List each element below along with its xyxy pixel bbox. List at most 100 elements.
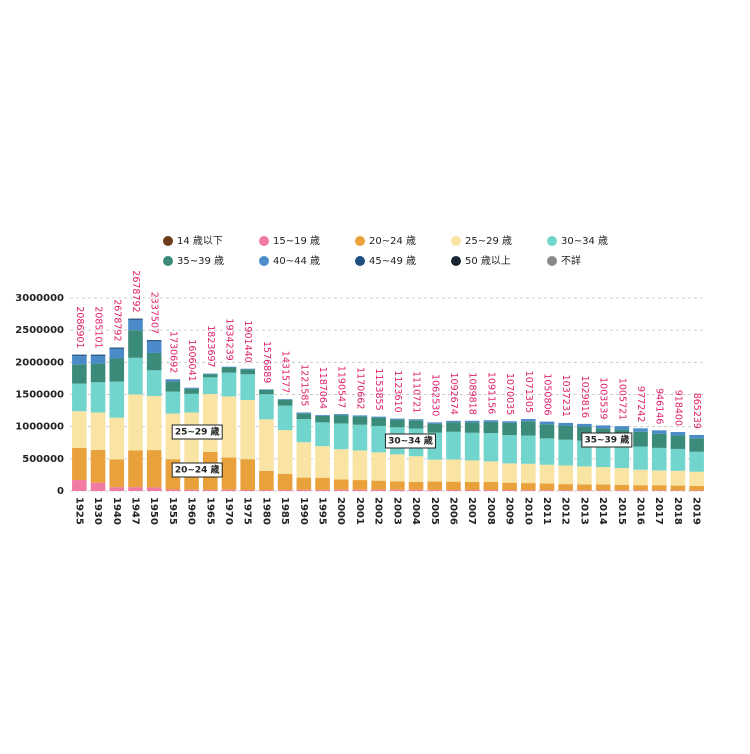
bar-segment	[502, 435, 517, 463]
bar-segment	[315, 422, 330, 446]
bar-segment	[390, 490, 405, 491]
bar-segment	[259, 394, 274, 419]
bar-segment	[465, 422, 480, 433]
bar-segment	[91, 364, 106, 383]
x-tick-label: 1980	[260, 497, 271, 525]
total-label: 1092674	[448, 372, 459, 414]
bar-segment	[259, 419, 274, 470]
x-tick-label: 1950	[148, 497, 159, 525]
bar-segment	[315, 446, 330, 478]
bar-segment	[297, 478, 312, 490]
bar-segment	[446, 459, 461, 481]
legend-label: 20~24 歳	[369, 235, 416, 247]
bar-segment	[390, 419, 405, 420]
bar-segment	[689, 486, 704, 491]
legend-swatch	[355, 256, 365, 266]
total-label: 1050806	[542, 373, 553, 415]
bar-segment	[353, 425, 368, 451]
legend-label: 35~39 歳	[177, 255, 224, 267]
bar-segment	[390, 420, 405, 428]
total-label: 1823697	[205, 325, 216, 367]
bar-segment	[147, 341, 162, 353]
total-label: 2678792	[111, 299, 122, 341]
bar-segment	[259, 390, 274, 395]
bar-segment	[409, 456, 424, 482]
bar-segment	[166, 489, 181, 491]
bar-segment	[689, 435, 704, 438]
bar-segment	[371, 426, 386, 452]
bar-segment	[409, 482, 424, 490]
bar-segment	[596, 484, 611, 490]
total-label: 1934239	[224, 318, 235, 360]
bar-segment	[203, 374, 218, 377]
legend-swatch	[547, 256, 557, 266]
bar-segment	[72, 355, 87, 356]
bar-segment	[278, 399, 293, 400]
total-label: 1190547	[336, 366, 347, 408]
legend-label: 50 歳以上	[465, 255, 511, 267]
x-tick-label: 1955	[167, 497, 178, 525]
bar-segment	[128, 450, 143, 487]
bar-segment	[558, 490, 573, 491]
x-tick-label: 2004	[410, 497, 421, 525]
bar-segment	[689, 490, 704, 491]
bar-segment	[72, 364, 87, 383]
bar-segment	[278, 400, 293, 406]
bar-segment	[334, 423, 349, 449]
bar-segment	[615, 468, 630, 485]
legend-label: 25~29 歳	[465, 235, 512, 247]
bar-segment	[689, 472, 704, 486]
x-tick-label: 1990	[298, 497, 309, 525]
x-tick-label: 1965	[204, 497, 215, 525]
x-tick-label: 2000	[335, 497, 346, 525]
bar-segment	[484, 422, 499, 433]
bar-segment	[297, 412, 312, 413]
legend-swatch	[547, 236, 557, 246]
y-tick-label: 3000000	[15, 293, 64, 304]
total-label: 1029816	[579, 376, 590, 418]
bar-segment	[371, 452, 386, 480]
bar-segment	[278, 490, 293, 491]
total-label: 1005721	[616, 378, 627, 420]
bar-segment	[72, 411, 87, 448]
bar-segment	[278, 406, 293, 430]
bar-segment	[427, 422, 442, 423]
bar-segment	[652, 470, 667, 485]
bar-segment	[409, 420, 424, 428]
bar-segment	[147, 487, 162, 491]
bar-segment	[540, 490, 555, 491]
legend-label: 45~49 歳	[369, 255, 416, 267]
bar-segment	[278, 474, 293, 490]
bar-segment	[334, 479, 349, 489]
x-tick-label: 2017	[653, 497, 664, 525]
bar-segment	[577, 490, 592, 491]
bar-segment	[446, 482, 461, 490]
bar-segment	[259, 490, 274, 491]
x-tick-label: 1975	[242, 497, 253, 525]
bar-segment	[409, 490, 424, 491]
bar-segment	[540, 465, 555, 484]
bar-segment	[203, 377, 218, 394]
bar-segment	[240, 374, 255, 400]
bar-segment	[184, 394, 199, 413]
bar-segment	[671, 490, 686, 491]
bar-segment	[371, 418, 386, 426]
legend-label: 40~44 歳	[273, 255, 320, 267]
legend-label: 不詳	[561, 254, 581, 267]
bar-segment	[465, 490, 480, 491]
bar-segment	[91, 356, 106, 364]
y-tick-label: 500000	[22, 454, 64, 465]
bar-segment	[128, 320, 143, 330]
bar-segment	[128, 330, 143, 358]
bar-segment	[671, 435, 686, 449]
x-tick-label: 1947	[129, 497, 140, 525]
bar-segment	[147, 396, 162, 450]
legend-swatch	[355, 236, 365, 246]
x-tick-label: 2016	[635, 497, 646, 525]
bar-segment	[671, 449, 686, 471]
bar-segment	[652, 485, 667, 490]
bar-segment	[446, 432, 461, 460]
bar-segment	[222, 367, 237, 372]
bar-segment	[91, 382, 106, 412]
